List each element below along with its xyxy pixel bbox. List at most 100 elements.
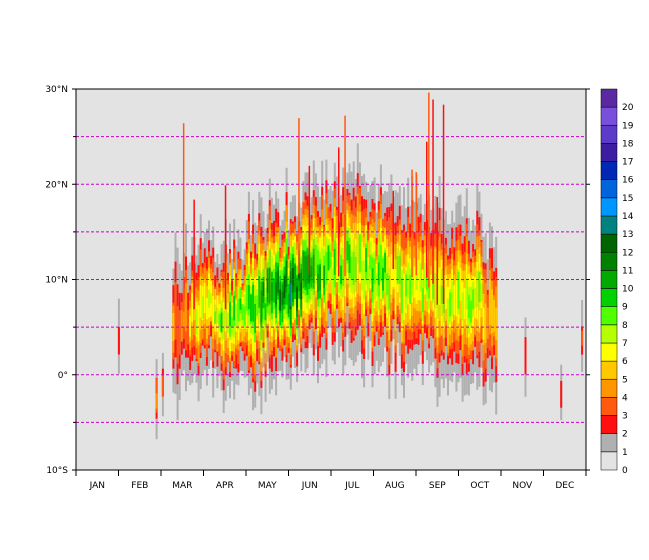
x-tick-label: OCT bbox=[470, 481, 489, 491]
field-cell bbox=[390, 254, 393, 295]
field-cell bbox=[467, 295, 470, 319]
colorbar-cell bbox=[600, 143, 618, 162]
field-cell bbox=[237, 298, 240, 321]
field-cell bbox=[365, 248, 368, 273]
field-spike bbox=[432, 99, 434, 284]
field-cell bbox=[432, 271, 435, 300]
field-cell bbox=[270, 282, 273, 301]
field-cell bbox=[212, 295, 215, 327]
colorbar-label: 10 bbox=[622, 285, 634, 295]
field-cell bbox=[329, 251, 332, 268]
colorbar-cell bbox=[600, 397, 618, 416]
colorbar-cell bbox=[600, 360, 618, 380]
colorbar-label: 9 bbox=[622, 303, 628, 313]
field-cell bbox=[231, 317, 234, 328]
field-cell bbox=[262, 282, 265, 296]
field-cell bbox=[285, 261, 288, 287]
field-cell bbox=[241, 304, 244, 321]
field-cell bbox=[491, 289, 493, 334]
field-cell bbox=[426, 267, 428, 291]
x-tick-label: NOV bbox=[512, 481, 533, 491]
colorbar-cell bbox=[600, 451, 618, 471]
field-cell bbox=[195, 309, 198, 335]
field-cell bbox=[256, 295, 259, 316]
field-cell bbox=[277, 270, 280, 293]
field-spike bbox=[224, 185, 227, 310]
colorbar-cell bbox=[600, 197, 618, 217]
field-cell bbox=[310, 265, 313, 278]
field-cell bbox=[369, 255, 372, 270]
x-tick-label: FEB bbox=[131, 481, 148, 491]
field-cell bbox=[245, 285, 248, 311]
field-cell bbox=[405, 274, 408, 297]
field-cell bbox=[419, 263, 422, 292]
field-cell bbox=[340, 265, 343, 285]
field-cell bbox=[205, 298, 208, 320]
field-cell bbox=[333, 248, 336, 275]
field-cell bbox=[457, 271, 460, 309]
colorbar-cell bbox=[600, 106, 618, 126]
field-cell bbox=[226, 312, 229, 333]
field-cell bbox=[218, 314, 221, 328]
field-cell bbox=[197, 305, 200, 342]
field-cell bbox=[478, 272, 481, 303]
field-cell bbox=[161, 375, 164, 397]
field-cell bbox=[266, 278, 269, 293]
field-cell bbox=[283, 275, 286, 299]
field-cell bbox=[224, 293, 227, 329]
colorbar-label: 7 bbox=[622, 339, 628, 349]
field-cell bbox=[279, 290, 282, 311]
colorbar-cell bbox=[600, 324, 618, 344]
colorbar-label: 13 bbox=[622, 230, 633, 240]
field-cell bbox=[117, 327, 120, 355]
field-cell bbox=[233, 295, 236, 321]
field-cell bbox=[342, 259, 345, 286]
field-cell bbox=[291, 268, 294, 286]
colorbar-label: 0 bbox=[622, 466, 628, 476]
field-cell bbox=[287, 293, 290, 314]
field-cell bbox=[453, 285, 456, 315]
colorbar-cell bbox=[600, 179, 618, 199]
colorbar-label: 12 bbox=[622, 248, 633, 258]
field-cell bbox=[281, 291, 284, 305]
colorbar-label: 3 bbox=[622, 412, 628, 422]
field-cell bbox=[300, 282, 303, 300]
colorbar-cell bbox=[600, 342, 618, 362]
y-tick-label: 0° bbox=[58, 371, 68, 381]
field-cell bbox=[476, 270, 479, 308]
field-cell bbox=[199, 285, 202, 318]
field-cell bbox=[465, 278, 468, 309]
field-cell bbox=[174, 282, 177, 340]
field-spike bbox=[411, 169, 413, 278]
colorbar-label: 19 bbox=[622, 121, 634, 131]
colorbar-cell bbox=[600, 125, 618, 144]
field-cell bbox=[325, 251, 328, 285]
colorbar-cell bbox=[600, 288, 618, 307]
colorbar-cell bbox=[600, 161, 618, 180]
field-spike bbox=[338, 147, 340, 277]
field-cell bbox=[407, 262, 410, 299]
field-cell bbox=[384, 252, 387, 273]
colorbar-label: 14 bbox=[622, 212, 634, 222]
field-cell bbox=[185, 282, 187, 332]
field-cell bbox=[294, 265, 296, 293]
latitude-gridlines bbox=[76, 136, 586, 423]
field-cell bbox=[210, 293, 213, 304]
field-cell bbox=[222, 310, 225, 340]
field-cell bbox=[260, 290, 263, 323]
field-cell bbox=[304, 256, 307, 287]
colorbar-label: 15 bbox=[622, 194, 633, 204]
field-spike bbox=[193, 199, 195, 310]
y-tick-label: 10°N bbox=[45, 276, 68, 286]
field-cell bbox=[180, 310, 183, 341]
field-cell bbox=[379, 245, 382, 281]
field-cell bbox=[461, 292, 464, 321]
field-cell bbox=[323, 265, 326, 288]
field-spike bbox=[392, 190, 394, 270]
field-cell bbox=[451, 280, 454, 317]
field-cell bbox=[317, 274, 319, 293]
field-cell bbox=[335, 243, 338, 267]
field-cell bbox=[312, 254, 315, 283]
field-cell bbox=[375, 273, 378, 297]
